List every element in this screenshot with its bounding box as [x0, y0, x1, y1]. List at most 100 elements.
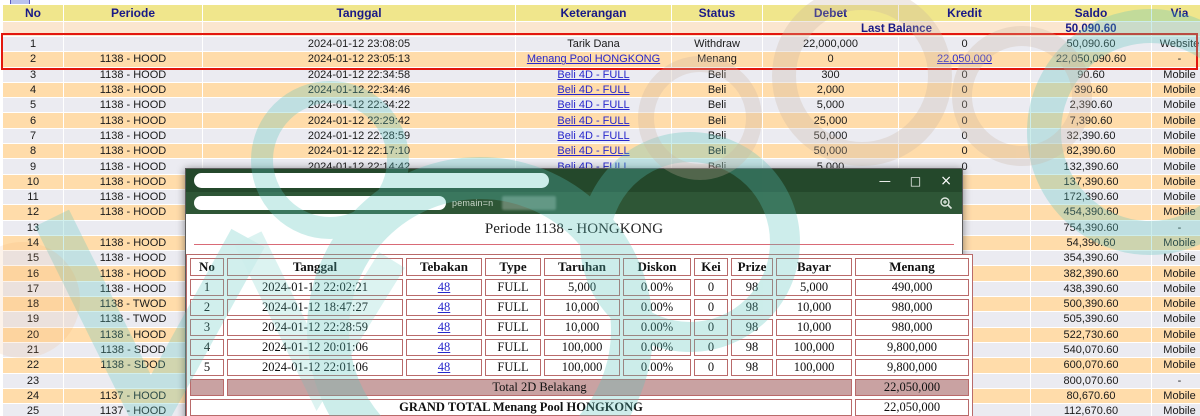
popup-addressbar[interactable]: pemain=n — [186, 192, 962, 214]
cell-via: Mobile — [1152, 144, 1200, 159]
cell-diskon: 0.00% — [623, 299, 691, 316]
cell-menang: 980,000 — [855, 319, 969, 336]
cell-no: 19 — [3, 312, 63, 327]
total-row: Total 2D Belakang 22,050,000 — [190, 379, 969, 396]
cell-saldo: 32,390.60 — [1031, 128, 1151, 144]
column-header-diskon: Diskon — [623, 258, 691, 276]
keterangan-link[interactable]: Menang Pool HONGKONG — [526, 53, 661, 66]
cell-empty — [672, 22, 762, 36]
cell-saldo: 54,390.60 — [1031, 235, 1151, 251]
cell-periode: 1138 - HOOD — [64, 159, 202, 174]
cell-tebakan: 48 — [406, 299, 482, 316]
cell-via: Mobile — [1152, 174, 1200, 189]
cell-status: Beli — [672, 144, 762, 159]
cell-taruhan: 5,000 — [544, 279, 620, 296]
keterangan-link[interactable]: Beli 4D - FULL — [557, 84, 630, 97]
tebakan-link[interactable]: 48 — [437, 340, 451, 354]
cell-menang: 490,000 — [855, 279, 969, 296]
cell-empty — [64, 22, 202, 36]
column-header-menang: Menang — [855, 258, 969, 276]
table-row: 3 1138 - HOOD 2024-01-12 22:34:58 Beli 4D -… — [3, 67, 1200, 82]
column-header-tebakan: Tebakan — [406, 258, 482, 276]
tebakan-link[interactable]: 48 — [437, 320, 451, 334]
cell-periode — [64, 37, 202, 52]
cell-debet: 2,000 — [763, 82, 898, 98]
cell-via: - — [1152, 52, 1200, 67]
tebakan-link[interactable]: 48 — [437, 360, 451, 374]
table-row: 5 1138 - HOOD 2024-01-12 22:34:22 Beli 4D -… — [3, 98, 1200, 113]
close-button[interactable]: × — [940, 172, 952, 189]
maximize-button[interactable]: □ — [909, 173, 922, 188]
cell-periode: 1138 - HOOD — [64, 189, 202, 205]
cell-keterangan: Tarik Dana — [516, 37, 671, 52]
cell-tebakan: 48 — [406, 339, 482, 356]
cell-empty — [203, 22, 515, 36]
cell-no: 3 — [3, 67, 63, 82]
popup-titlebar[interactable]: — □ × — [186, 169, 962, 192]
cell-no: 5 — [3, 98, 63, 113]
cell-bayar: 5,000 — [776, 279, 852, 296]
cell-no: 2 — [190, 299, 224, 316]
minimize-button[interactable]: — — [878, 173, 891, 188]
redacted-window-title — [194, 173, 549, 188]
table-row: 6 1138 - HOOD 2024-01-12 22:29:42 Beli 4D -… — [3, 113, 1200, 128]
cell-periode: 1138 - HOOD — [64, 327, 202, 342]
cell-via: Mobile — [1152, 312, 1200, 327]
bet-table-header-row: No Tanggal Tebakan Type Taruhan Diskon K… — [190, 258, 969, 276]
cell-keterangan: Beli 4D - FULL — [516, 67, 671, 82]
cell-via: Mobile — [1152, 404, 1200, 416]
popup-content: Periode 1138 - HONGKONG No Tanggal Tebak… — [186, 214, 973, 416]
cell-saldo: 600,070.60 — [1031, 358, 1151, 373]
cell-periode: 1138 - HOOD — [64, 235, 202, 251]
grand-total-row: GRAND TOTAL Menang Pool HONGKONG 22,050,… — [190, 399, 969, 416]
keterangan-link[interactable]: Beli 4D - FULL — [557, 68, 630, 81]
cell-tanggal: 2024-01-12 23:08:05 — [203, 37, 515, 52]
column-header-prize: Prize — [731, 258, 773, 276]
cell-periode: 1138 - HOOD — [64, 128, 202, 144]
cell-no: 2 — [3, 52, 63, 67]
cell-no: 4 — [190, 339, 224, 356]
keterangan-link[interactable]: Beli 4D - FULL — [557, 145, 630, 158]
cell-periode: 1138 - TWOD — [64, 297, 202, 312]
cell-bayar: 10,000 — [776, 299, 852, 316]
cell-tebakan: 48 — [406, 319, 482, 336]
cell-saldo: 50,090.60 — [1031, 37, 1151, 52]
cell-via: Mobile — [1152, 159, 1200, 174]
cell-via: Mobile — [1152, 189, 1200, 205]
cell-tanggal: 2024-01-12 22:34:22 — [203, 98, 515, 113]
column-header-saldo: Saldo — [1031, 5, 1151, 21]
cell-saldo: 80,670.60 — [1031, 388, 1151, 404]
cell-no: 25 — [3, 404, 63, 416]
cell-status: Menang — [672, 52, 762, 67]
cell-periode: 1137 - HOOD — [64, 404, 202, 416]
cell-tanggal: 2024-01-12 22:01:06 — [227, 359, 403, 376]
tebakan-link[interactable]: 48 — [437, 300, 451, 314]
cell-prize: 98 — [731, 299, 773, 316]
column-header-via: Via — [1152, 5, 1200, 21]
grand-total-label: GRAND TOTAL Menang Pool HONGKONG — [190, 399, 852, 416]
cell-no: 1 — [3, 37, 63, 52]
cell-type: FULL — [485, 339, 541, 356]
cell-saldo: 505,390.60 — [1031, 312, 1151, 327]
cell-status: Withdraw — [672, 37, 762, 52]
keterangan-link[interactable]: Beli 4D - FULL — [557, 129, 630, 142]
cell-saldo: 754,390.60 — [1031, 220, 1151, 235]
cell-periode: 1138 - TWOD — [64, 312, 202, 327]
cell-status: Beli — [672, 98, 762, 113]
cell-kredit: 0 — [899, 67, 1030, 82]
cell-no: 20 — [3, 327, 63, 342]
cell-no: 22 — [3, 358, 63, 373]
cell-diskon: 0.00% — [623, 319, 691, 336]
cell-no: 5 — [190, 359, 224, 376]
cell-kredit: 0 — [899, 82, 1030, 98]
cell-tanggal: 2024-01-12 22:34:46 — [203, 82, 515, 98]
cell-prize: 98 — [731, 339, 773, 356]
kredit-link[interactable]: 22,050,000 — [936, 53, 993, 66]
cell-no: 16 — [3, 266, 63, 281]
tebakan-link[interactable]: 48 — [437, 280, 451, 294]
cell-via: Mobile — [1152, 327, 1200, 342]
keterangan-link[interactable]: Beli 4D - FULL — [557, 114, 630, 127]
zoom-icon[interactable] — [939, 196, 953, 210]
table-row: 7 1138 - HOOD 2024-01-12 22:28:59 Beli 4D -… — [3, 128, 1200, 144]
keterangan-link[interactable]: Beli 4D - FULL — [557, 99, 630, 112]
